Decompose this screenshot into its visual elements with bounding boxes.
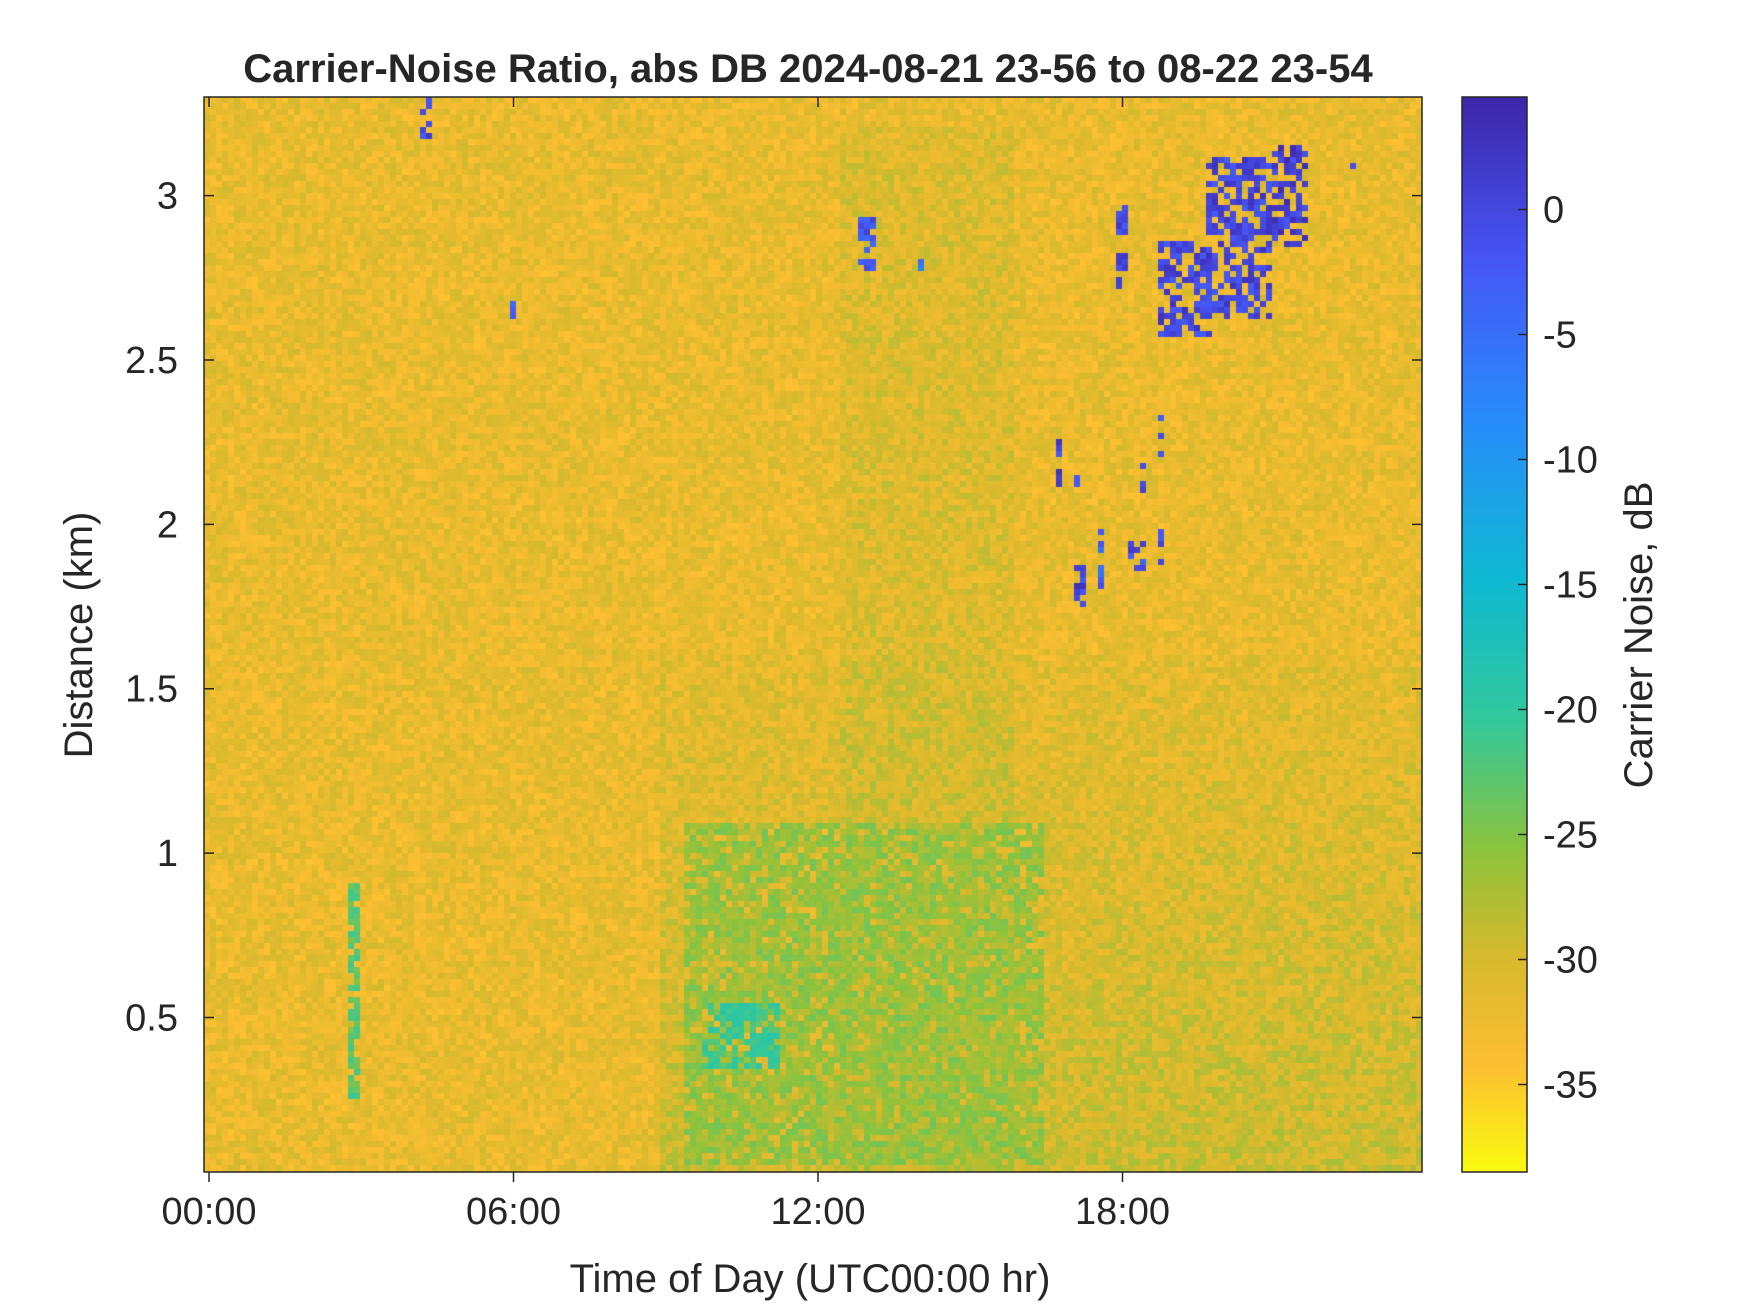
colorbar-tick-label: -5 xyxy=(1543,315,1577,357)
colorbar: 0 -5 -10 -15 -20 -25 -30 -35 xyxy=(1461,96,1598,1173)
x-tick-label: 06:00 xyxy=(466,1191,561,1233)
y-tick-label: 0.5 xyxy=(125,997,178,1039)
colorbar-tick-label: 0 xyxy=(1543,190,1564,232)
y-tick-label: 1.5 xyxy=(125,669,178,711)
colorbar-tick-label: -35 xyxy=(1543,1065,1598,1107)
x-tick-label: 12:00 xyxy=(770,1191,865,1233)
colorbar-tick-label: -15 xyxy=(1543,565,1598,607)
y-tick-label: 1 xyxy=(157,833,178,875)
y-axis: 0.5 1 1.5 2 2.5 3 xyxy=(125,176,1422,1039)
y-tick-label: 2 xyxy=(157,504,178,546)
y-tick-label: 2.5 xyxy=(125,340,178,382)
colorbar-label: Carrier Noise, dB xyxy=(1617,482,1661,789)
colorbar-tick-label: -25 xyxy=(1543,815,1598,857)
heatmap-canvas xyxy=(204,97,1422,1172)
y-axis-label: Distance (km) xyxy=(57,512,101,759)
x-tick-label: 18:00 xyxy=(1075,1191,1170,1233)
colorbar-tick-label: -20 xyxy=(1543,690,1598,732)
plot-area xyxy=(203,96,1423,1173)
plot-frame xyxy=(203,96,1423,1173)
x-tick-label: 00:00 xyxy=(161,1191,256,1233)
y-tick-label: 3 xyxy=(157,176,178,218)
colorbar-tick-label: -10 xyxy=(1543,440,1598,482)
chart-title: Carrier-Noise Ratio, abs DB 2024-08-21 2… xyxy=(243,47,1373,91)
colorbar-tick-label: -30 xyxy=(1543,940,1598,982)
x-axis-label: Time of Day (UTC00:00 hr) xyxy=(570,1257,1051,1301)
x-axis: 00:00 06:00 12:00 18:00 xyxy=(161,97,1170,1233)
colorbar-gradient xyxy=(1461,96,1528,1173)
